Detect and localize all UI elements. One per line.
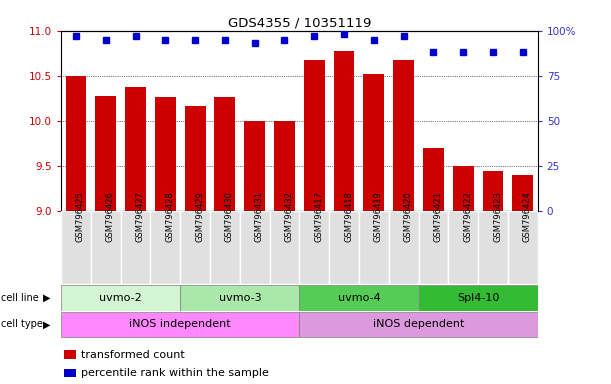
Bar	[155, 97, 176, 211]
Text: cell type: cell type	[1, 319, 43, 329]
Text: GSM796424: GSM796424	[523, 192, 532, 242]
Text: GSM796426: GSM796426	[106, 192, 115, 242]
Bar	[210, 211, 240, 284]
Bar	[95, 96, 116, 211]
Bar	[269, 211, 299, 284]
Bar	[61, 285, 180, 311]
Text: GSM796430: GSM796430	[225, 192, 234, 242]
Bar	[419, 211, 448, 284]
Text: GSM796418: GSM796418	[344, 192, 353, 242]
Bar	[299, 311, 538, 338]
Text: GSM796419: GSM796419	[374, 192, 383, 242]
Bar	[180, 285, 299, 311]
Text: GSM796429: GSM796429	[195, 192, 204, 242]
Bar	[64, 350, 76, 359]
Text: ▶: ▶	[43, 319, 50, 329]
Bar	[125, 87, 146, 211]
Bar	[120, 211, 150, 284]
Bar	[483, 170, 503, 211]
Text: GSM796422: GSM796422	[463, 192, 472, 242]
Text: GSM796427: GSM796427	[136, 192, 145, 242]
Text: Spl4-10: Spl4-10	[457, 293, 499, 303]
Bar	[423, 148, 444, 211]
Bar	[65, 76, 86, 211]
Bar	[274, 121, 295, 211]
Bar	[91, 211, 120, 284]
Text: iNOS dependent: iNOS dependent	[373, 319, 464, 329]
Text: GSM796428: GSM796428	[166, 192, 174, 242]
Bar	[478, 211, 508, 284]
Bar	[61, 211, 91, 284]
Text: GSM796425: GSM796425	[76, 192, 85, 242]
Text: iNOS independent: iNOS independent	[130, 319, 231, 329]
Text: GSM796420: GSM796420	[404, 192, 412, 242]
Bar	[304, 60, 324, 211]
Bar	[448, 211, 478, 284]
Bar	[180, 211, 210, 284]
Text: uvmo-2: uvmo-2	[100, 293, 142, 303]
Bar	[185, 106, 205, 211]
Bar	[359, 211, 389, 284]
Bar	[508, 211, 538, 284]
Text: uvmo-4: uvmo-4	[338, 293, 380, 303]
Text: GSM796431: GSM796431	[255, 192, 264, 242]
Bar	[364, 74, 384, 211]
Title: GDS4355 / 10351119: GDS4355 / 10351119	[228, 17, 371, 30]
Bar	[329, 211, 359, 284]
Bar	[419, 285, 538, 311]
Bar	[393, 60, 414, 211]
Bar	[299, 285, 419, 311]
Text: GSM796421: GSM796421	[433, 192, 442, 242]
Bar	[299, 211, 329, 284]
Text: GSM796423: GSM796423	[493, 192, 502, 242]
Bar	[389, 211, 419, 284]
Text: GSM796432: GSM796432	[285, 192, 293, 242]
Text: cell line: cell line	[1, 293, 39, 303]
Text: ▶: ▶	[43, 293, 50, 303]
Bar	[334, 51, 354, 211]
Text: GSM796417: GSM796417	[314, 192, 323, 242]
Text: transformed count: transformed count	[81, 349, 185, 359]
Text: uvmo-3: uvmo-3	[219, 293, 261, 303]
Bar	[453, 166, 474, 211]
Bar	[244, 121, 265, 211]
Bar	[513, 175, 533, 211]
Bar	[214, 97, 235, 211]
Bar	[61, 311, 299, 338]
Bar	[64, 369, 76, 377]
Bar	[150, 211, 180, 284]
Bar	[240, 211, 269, 284]
Text: percentile rank within the sample: percentile rank within the sample	[81, 368, 269, 378]
